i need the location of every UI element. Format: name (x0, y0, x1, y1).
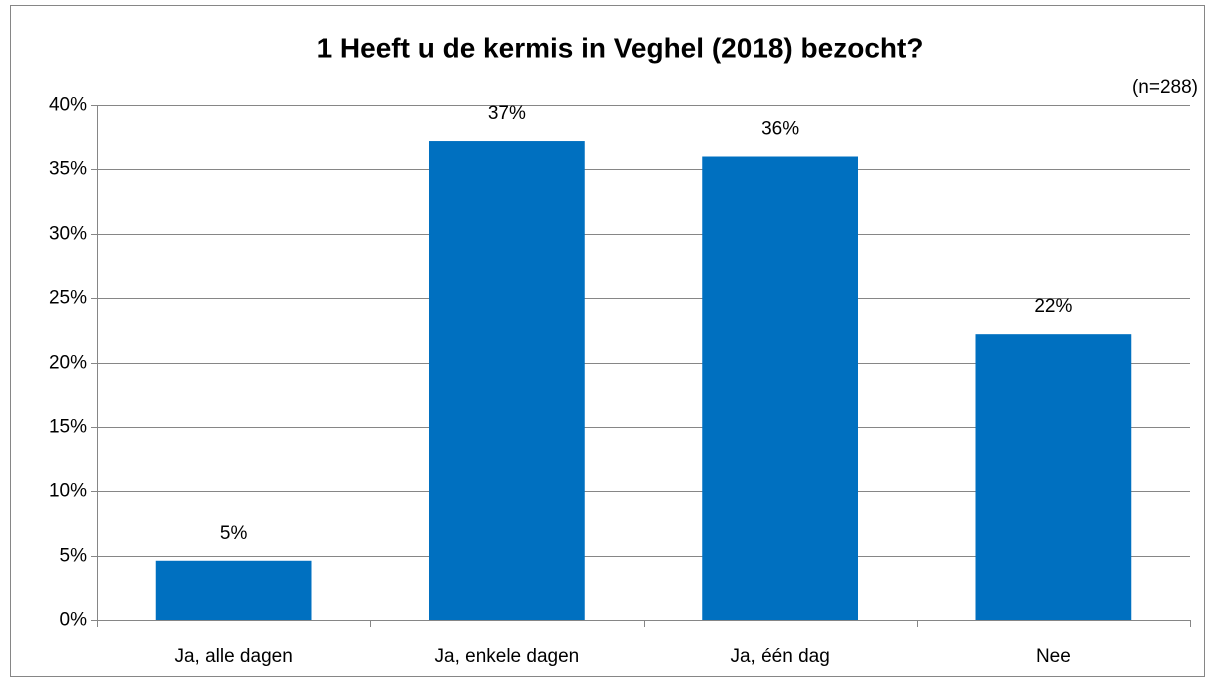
x-tick-label: Nee (1036, 646, 1071, 667)
bar (702, 156, 859, 620)
y-tick-label: 20% (49, 353, 87, 374)
y-tick-label: 5% (60, 546, 88, 567)
y-tick-label: 15% (49, 417, 87, 438)
bar (155, 560, 312, 620)
y-tick-label: 10% (49, 481, 87, 502)
x-tick-label: Ja, enkele dagen (435, 646, 580, 667)
y-tick-label: 35% (49, 159, 87, 180)
chart-title: 1 Heeft u de kermis in Veghel (2018) bez… (317, 32, 924, 63)
data-label: 36% (761, 119, 799, 140)
y-tick-label: 25% (49, 288, 87, 309)
x-tick-label: Ja, één dag (730, 646, 829, 667)
annotation: (n=288) (1132, 77, 1198, 98)
data-label: 22% (1034, 296, 1072, 317)
bar (428, 141, 585, 621)
data-label: 37% (488, 103, 526, 124)
y-tick-label: 30% (49, 224, 87, 245)
bar (975, 334, 1132, 620)
data-label: 5% (220, 523, 248, 544)
y-tick-label: 40% (49, 95, 87, 116)
y-tick-label: 0% (60, 610, 88, 631)
x-tick-label: Ja, alle dagen (174, 646, 292, 667)
